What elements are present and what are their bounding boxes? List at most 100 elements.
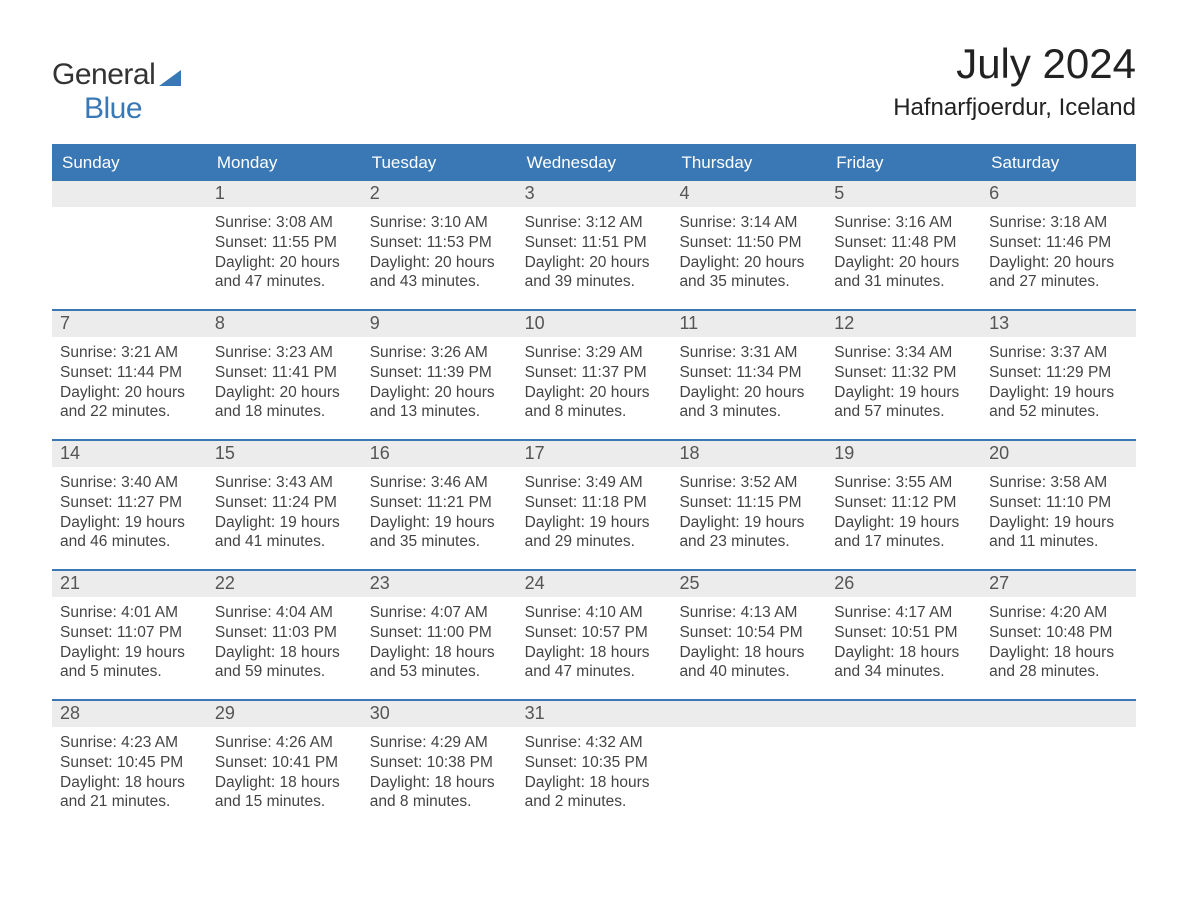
detail-sunrise: Sunrise: 3:43 AM <box>215 473 354 493</box>
detail-sunrise: Sunrise: 4:32 AM <box>525 733 664 753</box>
detail-daylight2: and 39 minutes. <box>525 272 664 292</box>
weekday-header-row: SundayMondayTuesdayWednesdayThursdayFrid… <box>52 146 1136 181</box>
detail-daylight1: Daylight: 20 hours <box>525 253 664 273</box>
detail-sunset: Sunset: 11:15 PM <box>679 493 818 513</box>
calendar-cell <box>52 181 207 309</box>
detail-daylight1: Daylight: 18 hours <box>525 773 664 793</box>
calendar-cell: 18Sunrise: 3:52 AMSunset: 11:15 PMDaylig… <box>671 441 826 569</box>
detail-daylight1: Daylight: 19 hours <box>60 513 199 533</box>
detail-daylight1: Daylight: 19 hours <box>834 383 973 403</box>
detail-daylight1: Daylight: 19 hours <box>989 513 1128 533</box>
day-details: Sunrise: 3:21 AMSunset: 11:44 PMDaylight… <box>52 337 207 422</box>
day-details: Sunrise: 3:23 AMSunset: 11:41 PMDaylight… <box>207 337 362 422</box>
detail-sunset: Sunset: 10:45 PM <box>60 753 199 773</box>
day-details: Sunrise: 3:31 AMSunset: 11:34 PMDaylight… <box>671 337 826 422</box>
logo-text-general: General <box>52 58 155 92</box>
calendar-cell: 23Sunrise: 4:07 AMSunset: 11:00 PMDaylig… <box>362 571 517 699</box>
detail-daylight1: Daylight: 19 hours <box>834 513 973 533</box>
detail-sunset: Sunset: 11:24 PM <box>215 493 354 513</box>
day-details: Sunrise: 3:29 AMSunset: 11:37 PMDaylight… <box>517 337 672 422</box>
calendar-cell: 28Sunrise: 4:23 AMSunset: 10:45 PMDaylig… <box>52 701 207 829</box>
title-block: July 2024 Hafnarfjoerdur, Iceland <box>893 40 1136 122</box>
day-details: Sunrise: 4:04 AMSunset: 11:03 PMDaylight… <box>207 597 362 682</box>
calendar-week: 28Sunrise: 4:23 AMSunset: 10:45 PMDaylig… <box>52 699 1136 829</box>
day-number <box>52 181 207 207</box>
day-details: Sunrise: 3:34 AMSunset: 11:32 PMDaylight… <box>826 337 981 422</box>
detail-sunrise: Sunrise: 4:07 AM <box>370 603 509 623</box>
calendar-cell <box>826 701 981 829</box>
calendar-week: 14Sunrise: 3:40 AMSunset: 11:27 PMDaylig… <box>52 439 1136 569</box>
calendar-cell: 2Sunrise: 3:10 AMSunset: 11:53 PMDayligh… <box>362 181 517 309</box>
day-details: Sunrise: 4:29 AMSunset: 10:38 PMDaylight… <box>362 727 517 812</box>
calendar-cell: 14Sunrise: 3:40 AMSunset: 11:27 PMDaylig… <box>52 441 207 569</box>
day-details: Sunrise: 3:46 AMSunset: 11:21 PMDaylight… <box>362 467 517 552</box>
day-number: 12 <box>826 311 981 337</box>
detail-sunrise: Sunrise: 3:55 AM <box>834 473 973 493</box>
detail-daylight1: Daylight: 19 hours <box>370 513 509 533</box>
detail-daylight2: and 47 minutes. <box>525 662 664 682</box>
calendar-cell: 5Sunrise: 3:16 AMSunset: 11:48 PMDayligh… <box>826 181 981 309</box>
day-details: Sunrise: 3:18 AMSunset: 11:46 PMDaylight… <box>981 207 1136 292</box>
calendar-cell: 4Sunrise: 3:14 AMSunset: 11:50 PMDayligh… <box>671 181 826 309</box>
day-details: Sunrise: 4:32 AMSunset: 10:35 PMDaylight… <box>517 727 672 812</box>
calendar-week: 1Sunrise: 3:08 AMSunset: 11:55 PMDayligh… <box>52 181 1136 309</box>
calendar-cell: 30Sunrise: 4:29 AMSunset: 10:38 PMDaylig… <box>362 701 517 829</box>
day-details: Sunrise: 3:58 AMSunset: 11:10 PMDaylight… <box>981 467 1136 552</box>
detail-daylight2: and 2 minutes. <box>525 792 664 812</box>
day-number: 16 <box>362 441 517 467</box>
detail-daylight2: and 31 minutes. <box>834 272 973 292</box>
detail-sunset: Sunset: 10:38 PM <box>370 753 509 773</box>
detail-sunset: Sunset: 11:48 PM <box>834 233 973 253</box>
calendar-cell: 13Sunrise: 3:37 AMSunset: 11:29 PMDaylig… <box>981 311 1136 439</box>
detail-sunrise: Sunrise: 4:26 AM <box>215 733 354 753</box>
detail-daylight2: and 47 minutes. <box>215 272 354 292</box>
day-number: 18 <box>671 441 826 467</box>
calendar-cell: 12Sunrise: 3:34 AMSunset: 11:32 PMDaylig… <box>826 311 981 439</box>
day-details: Sunrise: 4:10 AMSunset: 10:57 PMDaylight… <box>517 597 672 682</box>
detail-daylight1: Daylight: 19 hours <box>525 513 664 533</box>
day-number: 7 <box>52 311 207 337</box>
day-number: 30 <box>362 701 517 727</box>
detail-sunrise: Sunrise: 4:29 AM <box>370 733 509 753</box>
detail-daylight1: Daylight: 18 hours <box>989 643 1128 663</box>
detail-sunrise: Sunrise: 3:18 AM <box>989 213 1128 233</box>
detail-daylight1: Daylight: 20 hours <box>370 253 509 273</box>
detail-daylight1: Daylight: 20 hours <box>60 383 199 403</box>
detail-sunrise: Sunrise: 4:01 AM <box>60 603 199 623</box>
weekday-header: Tuesday <box>362 146 517 181</box>
detail-daylight2: and 15 minutes. <box>215 792 354 812</box>
detail-sunrise: Sunrise: 3:16 AM <box>834 213 973 233</box>
day-number: 21 <box>52 571 207 597</box>
detail-daylight2: and 41 minutes. <box>215 532 354 552</box>
detail-sunrise: Sunrise: 4:20 AM <box>989 603 1128 623</box>
detail-sunrise: Sunrise: 3:52 AM <box>679 473 818 493</box>
detail-sunset: Sunset: 11:03 PM <box>215 623 354 643</box>
detail-sunset: Sunset: 11:41 PM <box>215 363 354 383</box>
day-details: Sunrise: 3:40 AMSunset: 11:27 PMDaylight… <box>52 467 207 552</box>
day-number: 8 <box>207 311 362 337</box>
calendar-cell: 31Sunrise: 4:32 AMSunset: 10:35 PMDaylig… <box>517 701 672 829</box>
day-number <box>826 701 981 727</box>
day-number: 3 <box>517 181 672 207</box>
detail-sunrise: Sunrise: 3:34 AM <box>834 343 973 363</box>
detail-daylight1: Daylight: 20 hours <box>525 383 664 403</box>
calendar-cell: 3Sunrise: 3:12 AMSunset: 11:51 PMDayligh… <box>517 181 672 309</box>
weekday-header: Saturday <box>981 146 1136 181</box>
detail-daylight2: and 8 minutes. <box>370 792 509 812</box>
detail-daylight1: Daylight: 19 hours <box>60 643 199 663</box>
day-number: 9 <box>362 311 517 337</box>
header: General Blue July 2024 Hafnarfjoerdur, I… <box>52 40 1136 126</box>
day-details: Sunrise: 3:10 AMSunset: 11:53 PMDaylight… <box>362 207 517 292</box>
day-number: 17 <box>517 441 672 467</box>
detail-sunset: Sunset: 10:48 PM <box>989 623 1128 643</box>
detail-sunrise: Sunrise: 3:14 AM <box>679 213 818 233</box>
detail-daylight1: Daylight: 20 hours <box>679 253 818 273</box>
detail-sunset: Sunset: 10:51 PM <box>834 623 973 643</box>
day-number: 19 <box>826 441 981 467</box>
logo-text-blue: Blue <box>84 92 181 126</box>
day-number: 23 <box>362 571 517 597</box>
detail-daylight2: and 21 minutes. <box>60 792 199 812</box>
calendar-cell: 7Sunrise: 3:21 AMSunset: 11:44 PMDayligh… <box>52 311 207 439</box>
calendar-cell: 25Sunrise: 4:13 AMSunset: 10:54 PMDaylig… <box>671 571 826 699</box>
calendar-cell <box>671 701 826 829</box>
